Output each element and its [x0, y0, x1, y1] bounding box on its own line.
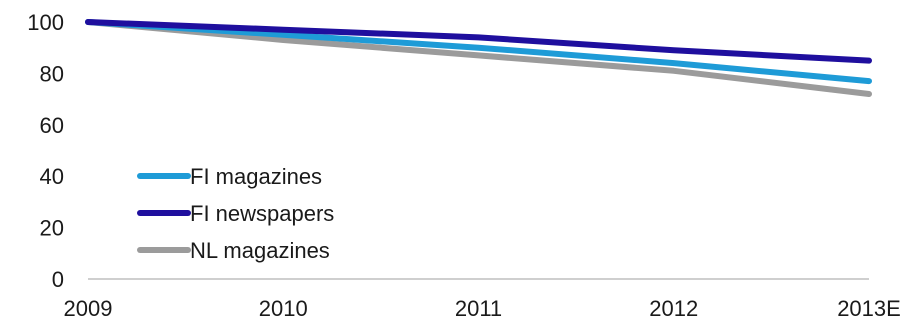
series-line-fi-magazines: [85, 19, 872, 85]
y-tick-label: 60: [40, 113, 64, 138]
series-line-fi-newspapers: [85, 19, 872, 64]
y-axis-ticks: 0 20 40 60 80 100: [27, 10, 64, 292]
legend-label: FI magazines: [190, 164, 322, 189]
x-axis-ticks: 2009 2010 2011 2012 2013E: [64, 296, 901, 321]
series-line-nl-magazines: [85, 19, 872, 97]
y-tick-label: 100: [27, 10, 64, 35]
x-tick-label: 2012: [649, 296, 698, 321]
y-tick-label: 20: [40, 216, 64, 241]
legend: FI magazines FI newspapers NL magazines: [137, 164, 334, 263]
x-tick-label: 2011: [455, 296, 502, 321]
x-tick-label: 2009: [64, 296, 113, 321]
series-lines: [85, 19, 872, 97]
y-tick-label: 40: [40, 164, 64, 189]
x-tick-label: 2013E: [837, 296, 901, 321]
legend-label: FI newspapers: [190, 201, 334, 226]
y-tick-label: 80: [40, 61, 64, 86]
x-tick-label: 2010: [259, 296, 308, 321]
y-tick-label: 0: [52, 267, 64, 292]
legend-label: NL magazines: [190, 238, 330, 263]
